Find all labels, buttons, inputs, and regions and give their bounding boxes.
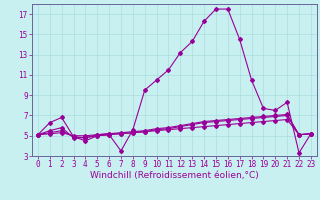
X-axis label: Windchill (Refroidissement éolien,°C): Windchill (Refroidissement éolien,°C): [90, 171, 259, 180]
